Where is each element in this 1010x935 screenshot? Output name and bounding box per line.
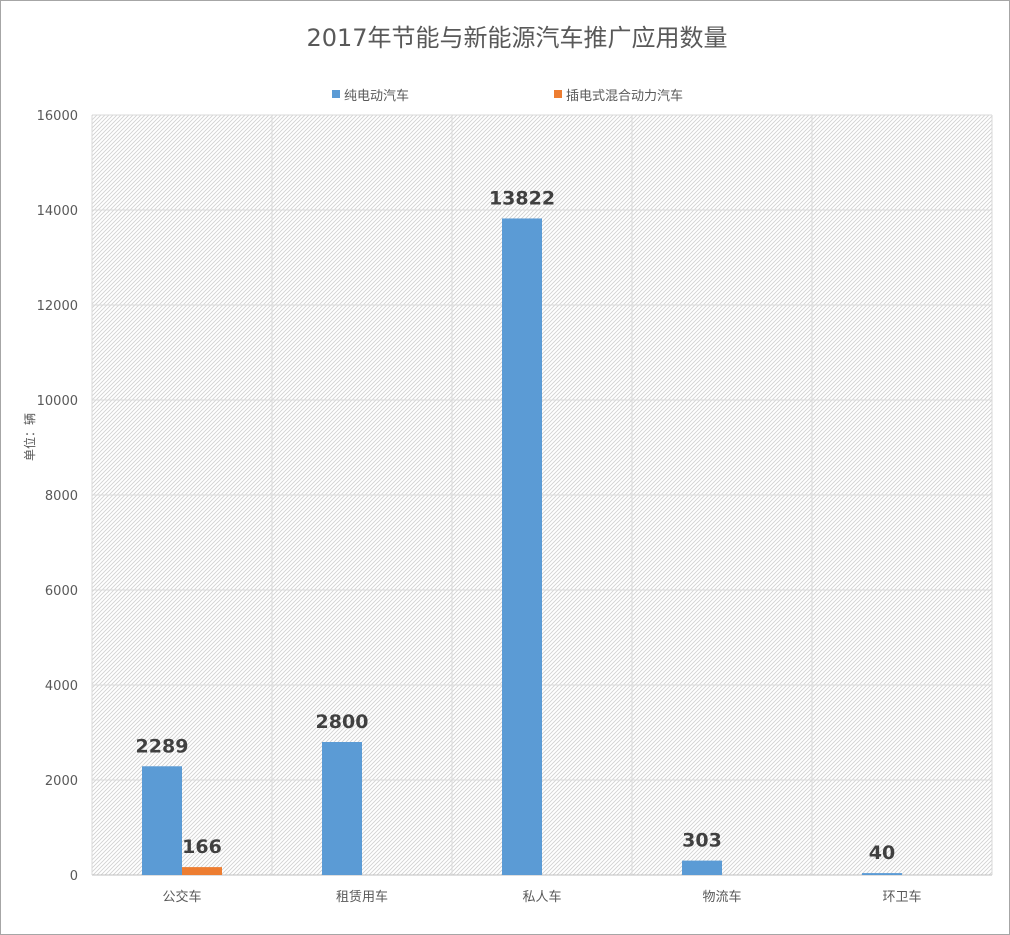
data-label: 166 <box>182 836 222 858</box>
chart-title: 2017年节能与新能源汽车推广应用数量 <box>306 24 727 52</box>
x-category-label: 环卫车 <box>882 889 921 905</box>
legend-label-phev: 插电式混合动力汽车 <box>566 88 683 104</box>
y-tick-label: 14000 <box>37 204 78 219</box>
legend-swatch-phev <box>554 90 562 98</box>
bar-bev <box>682 860 722 875</box>
bar-bev <box>862 873 902 875</box>
data-label: 40 <box>869 842 895 864</box>
bar-phev <box>182 867 222 875</box>
y-tick-label: 12000 <box>37 299 78 314</box>
x-category-label: 私人车 <box>522 889 561 905</box>
x-category-label: 公交车 <box>162 889 201 905</box>
bar-bev <box>142 766 182 875</box>
x-category-label: 租赁用车 <box>336 889 388 905</box>
y-tick-label: 2000 <box>45 774 78 789</box>
y-axis-ticks: 0 2000 4000 6000 8000 10000 12000 14000 16000 <box>37 109 78 884</box>
y-tick-label: 16000 <box>37 109 78 124</box>
bars <box>142 218 902 875</box>
y-tick-label: 8000 <box>45 489 78 504</box>
data-labels: 2289 2800 13822 303 40 166 <box>136 187 896 864</box>
bar-bev <box>502 218 542 875</box>
y-tick-label: 6000 <box>45 584 78 599</box>
x-category-label: 物流车 <box>702 889 741 905</box>
bar-bev <box>322 742 362 875</box>
legend-label-bev: 纯电动汽车 <box>344 88 409 104</box>
y-tick-label: 10000 <box>37 394 78 409</box>
data-label: 13822 <box>489 187 555 209</box>
x-axis-categories: 公交车 租赁用车 私人车 物流车 环卫车 <box>162 889 921 905</box>
data-label: 2800 <box>316 711 369 733</box>
data-label: 2289 <box>136 735 189 757</box>
y-tick-label: 0 <box>70 869 78 884</box>
y-tick-label: 4000 <box>45 679 78 694</box>
y-axis-label: 单位：辆 <box>22 413 37 461</box>
legend-swatch-bev <box>332 90 340 98</box>
data-label: 303 <box>682 830 722 852</box>
legend: 纯电动汽车 插电式混合动力汽车 <box>332 88 683 104</box>
